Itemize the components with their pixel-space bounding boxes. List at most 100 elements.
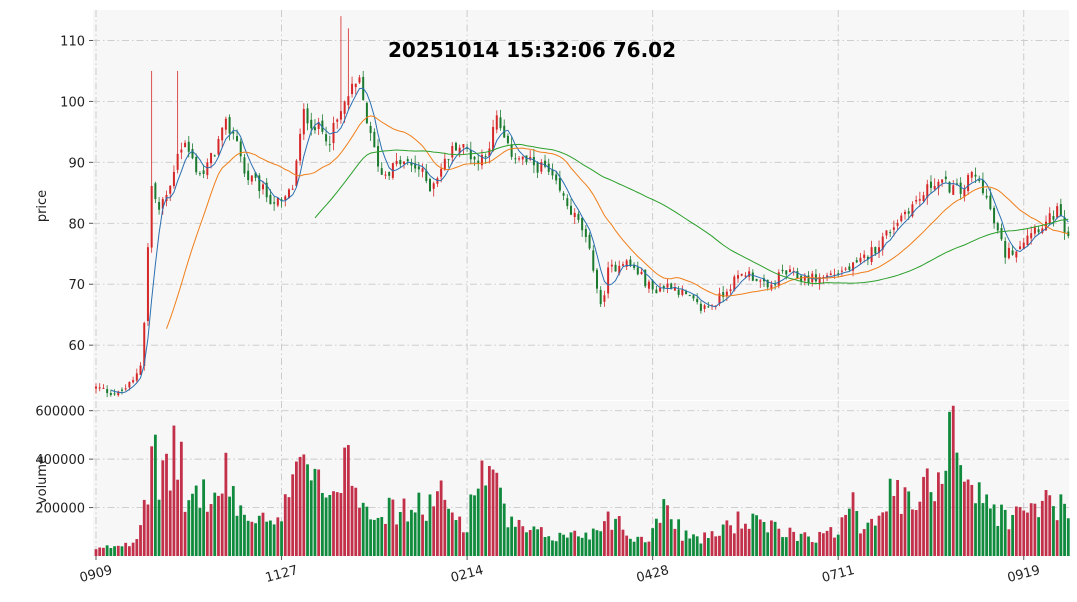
- volume-bar: [933, 501, 937, 556]
- candle-body: [718, 293, 721, 305]
- volume-bar: [172, 425, 176, 556]
- volume-bar: [632, 541, 636, 556]
- candle-body: [313, 127, 316, 131]
- volume-bar: [317, 469, 321, 556]
- candle-body: [510, 144, 513, 157]
- candle-body: [176, 153, 179, 170]
- candle-body: [963, 189, 966, 197]
- volume-bar: [120, 546, 124, 556]
- volume-bar: [280, 521, 283, 556]
- candle-body: [881, 236, 884, 250]
- volume-bar: [1040, 500, 1044, 556]
- volume-bar: [313, 468, 317, 556]
- candle-body: [759, 280, 762, 282]
- volume-bar: [873, 525, 877, 556]
- price-tick-label: 60: [68, 339, 85, 354]
- volume-bar: [298, 456, 302, 556]
- candle-body: [135, 373, 138, 381]
- candle-body: [803, 276, 806, 281]
- candle-body: [184, 142, 187, 148]
- candle-body: [302, 108, 305, 135]
- volume-bar: [439, 480, 443, 556]
- volume-bar: [343, 447, 347, 556]
- volume-bar: [410, 509, 413, 556]
- candle-body: [937, 181, 940, 189]
- candle-body: [636, 267, 639, 275]
- volume-bar: [703, 532, 707, 556]
- volume-bar: [131, 542, 135, 556]
- price-axis-label: price: [35, 190, 50, 222]
- candle-body: [911, 204, 914, 217]
- candle-body: [677, 289, 680, 295]
- volume-bar: [736, 511, 740, 556]
- volume-bar: [179, 441, 183, 556]
- volume-bar: [205, 511, 209, 556]
- candle-body: [681, 289, 684, 295]
- candle-body: [892, 227, 895, 230]
- price-tick-label: 90: [68, 156, 85, 171]
- candle-body: [874, 247, 877, 254]
- candle-body: [662, 286, 665, 289]
- candle-body: [1004, 241, 1007, 258]
- candle-body: [317, 121, 320, 129]
- candle-body: [670, 283, 673, 290]
- volume-bar: [246, 520, 250, 556]
- candle-body: [1056, 206, 1059, 218]
- volume-bar: [525, 532, 528, 556]
- volume-bar: [788, 527, 792, 556]
- moving-average-20: [166, 115, 1069, 329]
- candle-body: [273, 202, 276, 204]
- volume-bar: [640, 536, 643, 556]
- price-panel-background: [93, 10, 1069, 400]
- volume-bar: [339, 493, 343, 556]
- volume-bar: [925, 468, 929, 556]
- volume-bar: [536, 529, 540, 556]
- volume-bar: [740, 528, 744, 556]
- candle-body: [918, 199, 921, 201]
- candle-body: [347, 96, 350, 106]
- volume-bar: [1059, 494, 1063, 556]
- candle-body: [172, 171, 175, 187]
- candle-body: [777, 272, 780, 286]
- candle-body: [737, 275, 740, 279]
- volume-bar: [558, 532, 562, 556]
- volume-bar: [714, 536, 718, 556]
- volume-bar: [499, 487, 502, 556]
- candle-body: [699, 303, 702, 311]
- candle-body: [254, 172, 257, 178]
- volume-bar: [428, 494, 432, 556]
- candle-body: [310, 119, 313, 129]
- volume-bar: [1033, 503, 1037, 556]
- candle-body: [109, 393, 112, 395]
- candle-body: [336, 119, 339, 122]
- volume-bar: [1000, 504, 1003, 556]
- volume-bar: [966, 479, 970, 556]
- volume-bar: [847, 508, 851, 556]
- volume-bar: [603, 521, 606, 556]
- volume-bar: [569, 532, 573, 556]
- volume-bar: [680, 540, 684, 556]
- time-tick-label: 0919: [1006, 563, 1042, 586]
- candle-body: [762, 278, 765, 282]
- candle-body: [161, 199, 164, 209]
- volume-bar: [770, 520, 773, 556]
- volume-bar: [784, 537, 788, 556]
- candle-body: [922, 195, 925, 202]
- candle-body: [1000, 228, 1003, 240]
- candle-body: [261, 184, 264, 190]
- candle-body: [685, 291, 688, 294]
- candle-body: [588, 234, 591, 249]
- candle-body: [592, 250, 595, 271]
- candle-body: [933, 185, 936, 190]
- candle-body: [1007, 247, 1010, 259]
- volume-bar: [617, 516, 621, 556]
- candle-body: [929, 181, 932, 188]
- volume-bar: [695, 536, 699, 556]
- candle-body: [213, 155, 216, 157]
- volume-bar: [866, 522, 870, 556]
- candle-body: [655, 289, 658, 294]
- volume-bar: [150, 446, 154, 556]
- candle-body: [625, 260, 628, 267]
- candle-body: [904, 211, 907, 215]
- candle-body: [826, 275, 829, 277]
